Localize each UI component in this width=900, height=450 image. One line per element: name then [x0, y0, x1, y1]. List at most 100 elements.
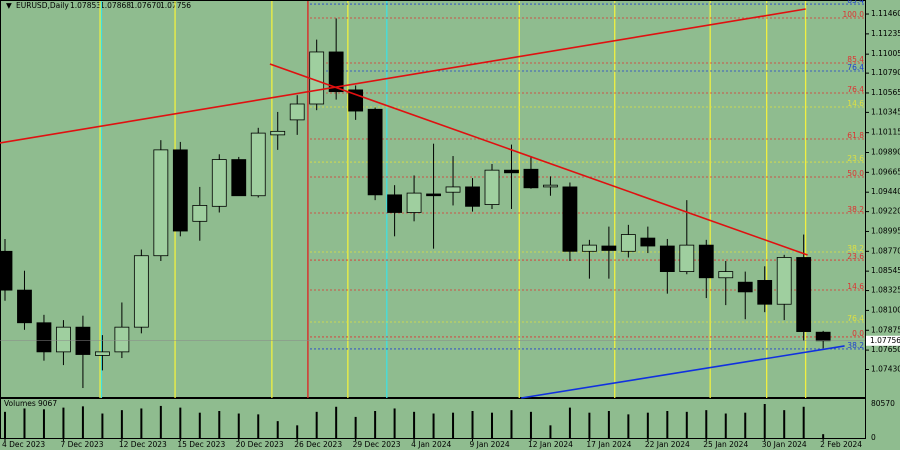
fib-label: 38.2 [847, 205, 864, 214]
x-tick-label: 30 Jan 2024 [762, 440, 807, 449]
candle-body [640, 237, 656, 247]
x-tick-label: 29 Dec 2023 [353, 440, 401, 449]
candle-body [620, 234, 636, 252]
fib-label: 100.0 [843, 10, 865, 19]
candle-body [153, 149, 169, 257]
candle-body [0, 250, 13, 291]
volume-tick-label: 80570 [871, 399, 895, 408]
fib-label: 14.6 [847, 282, 864, 291]
header-value: 1.07868 [100, 1, 131, 10]
candle-body [309, 51, 325, 105]
candle-body [776, 257, 792, 305]
candle-body [192, 205, 208, 222]
candle-body [406, 192, 422, 213]
price-panel [0, 0, 866, 398]
trendline [521, 345, 845, 399]
fib-label: 14.6 [847, 99, 864, 108]
fib-label: 23.6 [847, 154, 864, 163]
candle-body [465, 186, 480, 207]
fib-label: 38.2 [847, 341, 864, 350]
candle-body [698, 244, 714, 279]
fib-label: 61.8 [847, 131, 864, 140]
fib-label: 50.0 [847, 169, 864, 178]
candle-body [445, 186, 461, 193]
y-tick-label: 1.11005 [871, 49, 900, 58]
x-tick-label: 12 Dec 2023 [119, 440, 167, 449]
y-tick-label: 1.09665 [871, 167, 900, 176]
x-tick-label: 7 Dec 2023 [60, 440, 103, 449]
y-tick-label: 1.08995 [871, 226, 900, 235]
fib-label: 76.4 [847, 85, 864, 94]
candle-body [679, 244, 695, 272]
fib-label: 23.6 [847, 252, 864, 261]
y-tick-label: 1.08325 [871, 286, 900, 295]
candle-body [36, 322, 52, 353]
fib-label: 85.4 [847, 55, 864, 64]
x-tick-label: 4 Dec 2023 [2, 440, 45, 449]
y-tick-label: 1.08770 [871, 246, 900, 255]
candle-body [95, 351, 110, 356]
price-tag-label: 1.07756 [870, 336, 900, 345]
x-tick-label: 4 Jan 2024 [411, 440, 451, 449]
x-tick-label: 17 Jan 2024 [586, 440, 631, 449]
y-tick-label: 1.07875 [871, 325, 900, 334]
candle-body [114, 326, 130, 353]
y-tick-label: 1.08545 [871, 266, 900, 275]
fib-label: 76.4 [847, 63, 864, 72]
volume-label: Volumes [4, 399, 36, 408]
candle-body [270, 130, 286, 136]
candle-body [289, 103, 305, 121]
y-tick-label: 1.11235 [871, 29, 900, 38]
volume-tick-label: 0 [871, 433, 876, 442]
fib-label: 76.4 [847, 314, 864, 323]
candle-body [17, 289, 32, 324]
x-tick-label: 15 Dec 2023 [177, 440, 225, 449]
collapse-icon: ▼ [6, 1, 12, 10]
x-tick-label: 26 Dec 2023 [294, 440, 342, 449]
x-tick-label: 22 Jan 2024 [645, 440, 690, 449]
fib-label: 38.2 [847, 244, 864, 253]
candle-body [815, 331, 831, 342]
x-tick-label: 2 Feb 2024 [820, 440, 862, 449]
candle-body [543, 184, 558, 188]
y-tick-label: 1.10115 [871, 128, 900, 137]
candle-body [504, 169, 519, 174]
fib-label: 85.4 [847, 0, 864, 5]
volume-panel [0, 398, 866, 439]
candle-body [56, 326, 71, 353]
y-tick-label: 1.11460 [871, 9, 900, 18]
y-tick-label: 1.10565 [871, 88, 900, 97]
candle-body [757, 280, 773, 305]
x-tick-label: 9 Jan 2024 [470, 440, 510, 449]
y-tick-label: 1.09440 [871, 187, 900, 196]
header-value: 1.07853 [70, 1, 101, 10]
candle-body [231, 159, 247, 197]
candle-body [659, 245, 675, 272]
candle-body [328, 51, 344, 93]
candle-body [601, 245, 617, 251]
y-tick-label: 1.09890 [871, 148, 900, 157]
candle-body [133, 255, 149, 328]
header-value: 1.07670 [130, 1, 161, 10]
candle-body [562, 186, 578, 252]
price-tag [866, 335, 900, 346]
candle-body [737, 281, 753, 293]
candle-body [582, 244, 597, 252]
candle-body [718, 271, 734, 279]
y-tick-label: 1.09220 [871, 207, 900, 216]
candle-body [367, 108, 383, 196]
candle-body [250, 132, 266, 197]
fib-label: 0.0 [852, 329, 864, 338]
candle-body [484, 169, 500, 205]
y-tick-label: 1.10345 [871, 107, 900, 116]
volume-current: 9067 [38, 399, 57, 408]
x-tick-label: 20 Dec 2023 [236, 440, 284, 449]
candle-body [211, 159, 227, 207]
candle-body [426, 193, 441, 197]
candle-body [387, 194, 403, 213]
x-tick-label: 12 Jan 2024 [528, 440, 573, 449]
symbol: EURUSD,Daily [16, 1, 69, 10]
y-tick-label: 1.10790 [871, 68, 900, 77]
